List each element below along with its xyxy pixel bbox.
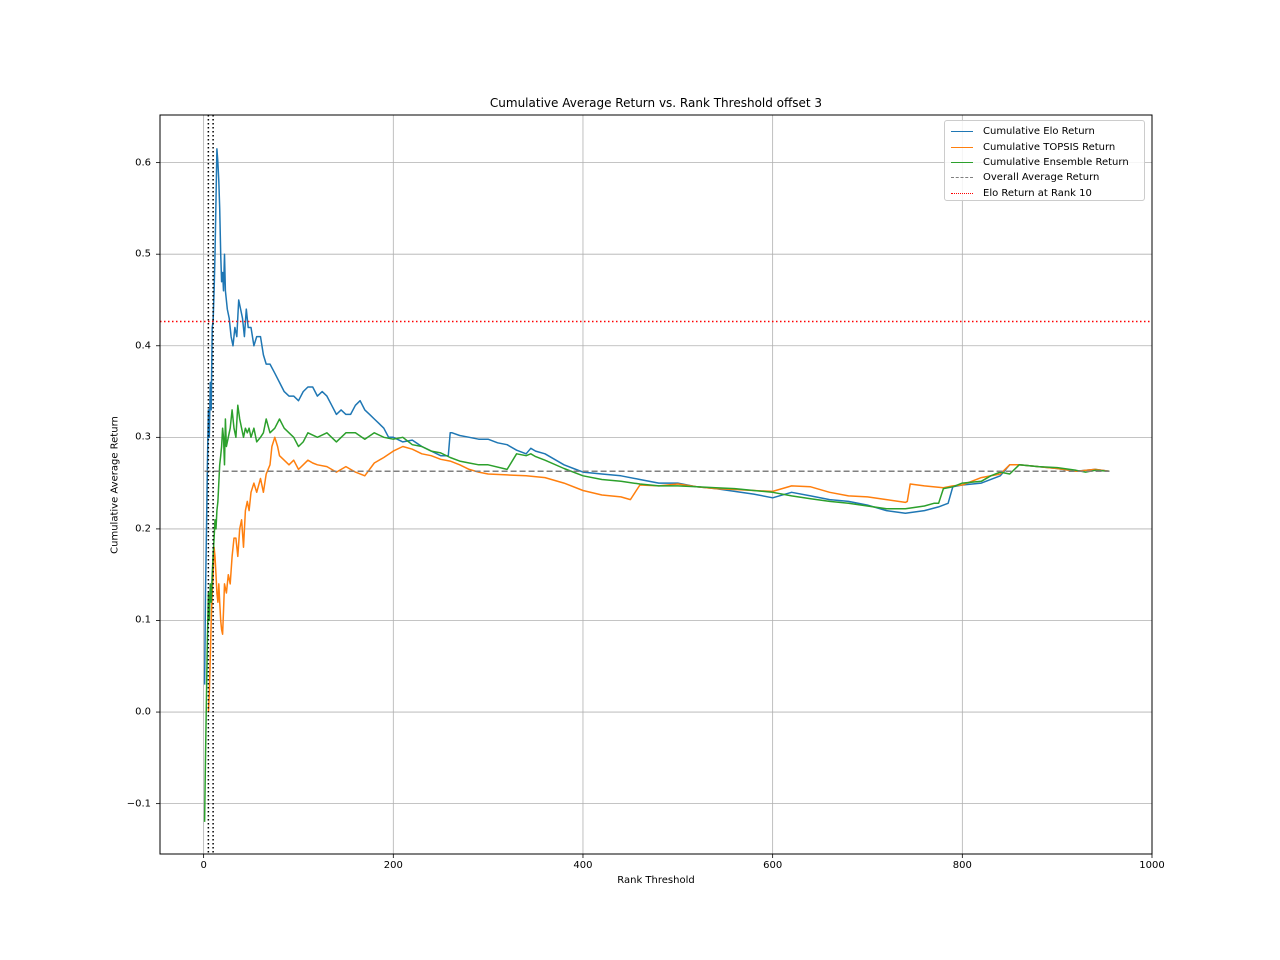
x-tick-label: 400 <box>573 860 593 871</box>
y-tick-label: −0.1 <box>126 798 151 810</box>
line-swatch-icon <box>951 161 973 163</box>
legend-item-topsis: Cumulative TOPSIS Return <box>951 139 1138 154</box>
line-swatch-icon <box>951 131 973 133</box>
x-tick-label: 0 <box>200 860 207 871</box>
legend-label: Cumulative Elo Return <box>983 126 1095 138</box>
legend-item-overall-average: Overall Average Return <box>951 170 1138 185</box>
chart-title: Cumulative Average Return vs. Rank Thres… <box>489 96 823 110</box>
y-tick-label: 0.3 <box>135 431 151 443</box>
x-tick-label: 800 <box>952 860 972 871</box>
legend-label: Overall Average Return <box>983 172 1100 184</box>
dotted-swatch-icon <box>951 192 973 194</box>
legend-item-ensemble: Cumulative Ensemble Return <box>951 155 1138 170</box>
reference-lines <box>160 115 1152 854</box>
plot-frame <box>159 114 1153 855</box>
y-tick-label: 0.0 <box>135 706 151 718</box>
x-tick-label: 200 <box>383 860 403 871</box>
legend-item-elo: Cumulative Elo Return <box>951 124 1138 139</box>
series-line <box>203 404 1110 822</box>
series-line <box>203 148 1110 685</box>
grid-lines <box>160 115 1153 854</box>
tick-marks <box>156 162 1153 858</box>
y-tick-label: 0.6 <box>135 157 151 169</box>
legend-label: Cumulative Ensemble Return <box>983 156 1129 168</box>
y-tick-label: 0.1 <box>135 614 151 626</box>
legend-label: Cumulative TOPSIS Return <box>983 141 1116 153</box>
data-series <box>203 148 1110 822</box>
x-tick-label: 600 <box>763 860 783 871</box>
legend-item-elo-rank10: Elo Return at Rank 10 <box>951 186 1138 201</box>
y-tick-label: 0.2 <box>135 523 151 535</box>
series-line <box>207 436 1110 713</box>
line-swatch-icon <box>951 146 973 148</box>
chart-legend: Cumulative Elo Return Cumulative TOPSIS … <box>944 120 1145 201</box>
y-axis-label: Cumulative Average Return <box>109 416 121 554</box>
y-tick-label: 0.5 <box>135 248 151 260</box>
y-tick-label: 0.4 <box>135 340 151 352</box>
x-axis-label: Rank Threshold <box>617 875 695 886</box>
x-tick-label: 1000 <box>1139 860 1165 871</box>
dashed-swatch-icon <box>951 177 973 179</box>
legend-label: Elo Return at Rank 10 <box>983 187 1092 199</box>
